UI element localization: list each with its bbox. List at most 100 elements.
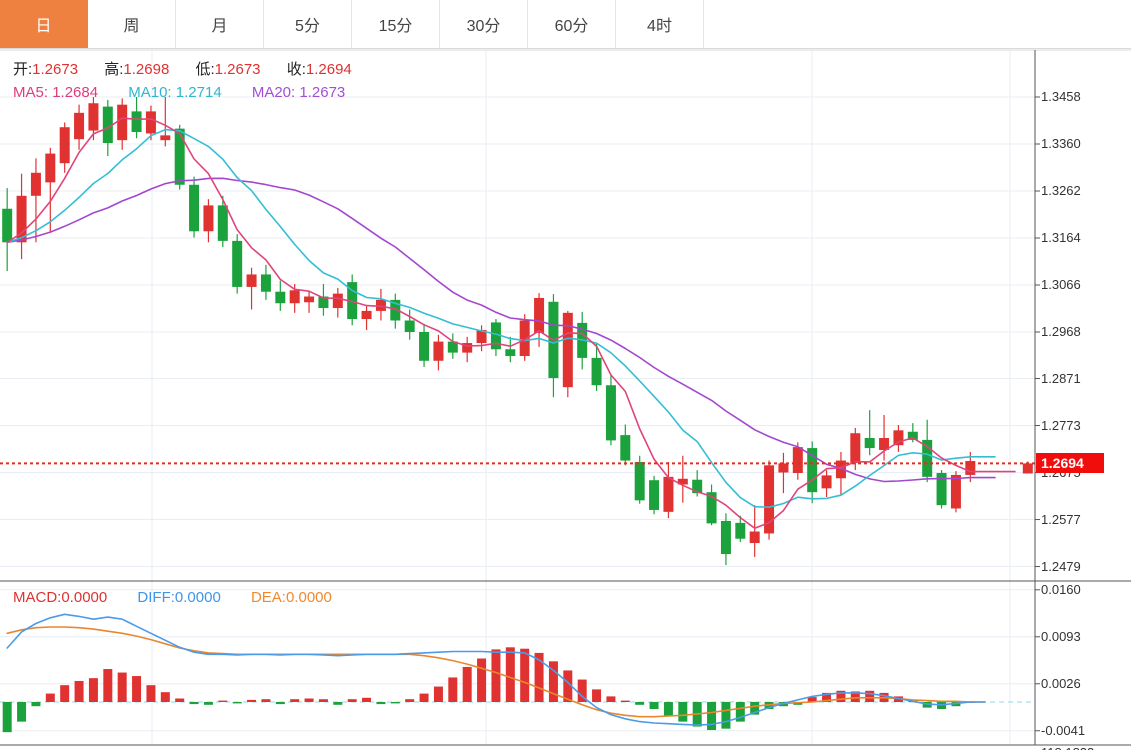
close-value: 1.2694 bbox=[305, 61, 352, 78]
candle-body bbox=[663, 476, 674, 512]
candle-body bbox=[634, 461, 645, 501]
low-label: 低: bbox=[195, 61, 215, 78]
candle-body bbox=[2, 208, 13, 243]
price-axis-label: 1.3262 bbox=[1041, 183, 1081, 198]
macd-axis-label: 0.0026 bbox=[1041, 675, 1081, 691]
macd-bar bbox=[290, 699, 300, 702]
ma5-label: MA5: bbox=[13, 84, 49, 101]
candle-body bbox=[203, 205, 214, 232]
candle-body bbox=[936, 473, 947, 506]
candle-body bbox=[519, 320, 530, 356]
tab-5min[interactable]: 5分 bbox=[264, 0, 352, 48]
ma10-label: MA10: bbox=[128, 84, 172, 101]
candle-body bbox=[720, 520, 731, 555]
tab-month[interactable]: 月 bbox=[176, 0, 264, 48]
price-axis-label: 1.2577 bbox=[1041, 511, 1081, 527]
candle-body bbox=[1022, 463, 1033, 474]
macd-bar bbox=[132, 676, 142, 702]
diff-label: DIFF: bbox=[137, 589, 175, 606]
price-axis-label: 1.3458 bbox=[1041, 89, 1081, 104]
candle-body bbox=[232, 240, 243, 287]
macd-bar bbox=[347, 699, 357, 702]
macd-bar bbox=[649, 702, 659, 710]
candle-body bbox=[850, 433, 861, 463]
candle-body bbox=[893, 430, 904, 446]
price-axis-label: 1.3164 bbox=[1041, 230, 1081, 245]
macd-bar bbox=[448, 677, 458, 702]
close-label: 收: bbox=[286, 61, 306, 78]
candle-body bbox=[74, 112, 85, 140]
diff-value: 0.0000 bbox=[174, 589, 221, 606]
candle-body bbox=[88, 103, 99, 131]
macd-bar bbox=[203, 702, 213, 705]
macd-bar bbox=[60, 685, 70, 702]
macd-bar bbox=[261, 699, 271, 702]
macd-axis-label: -0.0041 bbox=[1041, 722, 1086, 738]
candle-body bbox=[304, 296, 315, 303]
candle-body bbox=[131, 111, 142, 133]
ma5-line bbox=[6, 117, 1016, 530]
candle-body bbox=[102, 106, 113, 144]
macd-bar bbox=[663, 702, 673, 717]
tab-week[interactable]: 周 bbox=[88, 0, 176, 48]
macd-legend: MACD:0.0000 DIFF:0.0000 DEA:0.0000 bbox=[13, 589, 358, 606]
tab-30min[interactable]: 30分 bbox=[440, 0, 528, 48]
macd-bar bbox=[17, 702, 27, 722]
high-value: 1.2698 bbox=[123, 61, 170, 78]
candle-body bbox=[361, 310, 372, 320]
candle-body bbox=[117, 104, 128, 141]
macd-bar bbox=[577, 679, 587, 702]
macd-bar bbox=[865, 690, 875, 702]
candle-body bbox=[706, 492, 717, 524]
candle-body bbox=[950, 474, 961, 509]
macd-bar bbox=[390, 702, 400, 704]
candle-body bbox=[807, 448, 818, 493]
macd-bar bbox=[376, 702, 386, 705]
candle-body bbox=[620, 435, 631, 461]
macd-bar bbox=[304, 698, 314, 702]
tab-15min[interactable]: 15分 bbox=[352, 0, 440, 48]
candle-body bbox=[821, 475, 832, 489]
ma20-label: MA20: bbox=[251, 84, 296, 101]
macd-bar bbox=[419, 693, 429, 702]
ohlc-legend: 开:1.2673 高:1.2698 低:1.2673 收:1.2694 bbox=[13, 58, 374, 79]
candle-body bbox=[30, 172, 41, 196]
candle-body bbox=[591, 357, 602, 386]
ma5-value: 1.2684 bbox=[52, 84, 99, 101]
tab-60min[interactable]: 60分 bbox=[528, 0, 616, 48]
candle-body bbox=[145, 111, 156, 134]
price-axis-label: 1.3066 bbox=[1041, 277, 1081, 292]
price-axis-label: 1.2773 bbox=[1041, 417, 1081, 433]
candle-body bbox=[965, 461, 976, 475]
candle-body bbox=[505, 349, 516, 356]
macd-bar bbox=[750, 702, 760, 715]
macd-bar bbox=[822, 692, 832, 702]
macd-bar bbox=[31, 702, 41, 707]
candle-body bbox=[332, 293, 343, 309]
macd-bar bbox=[175, 698, 185, 702]
candle-body bbox=[749, 531, 760, 544]
price-axis-label: 1.2871 bbox=[1041, 370, 1081, 386]
macd-axis-label: 0.0160 bbox=[1041, 581, 1081, 597]
macd-bar bbox=[606, 696, 616, 702]
ma10-line bbox=[6, 128, 996, 509]
candle-body bbox=[649, 480, 660, 510]
macd-bar bbox=[505, 647, 515, 702]
macd-bar bbox=[232, 702, 242, 704]
candle-body bbox=[289, 290, 300, 304]
macd-bar bbox=[218, 700, 228, 702]
tab-day[interactable]: 日 bbox=[0, 0, 88, 48]
macd-bar bbox=[563, 670, 573, 702]
macd-bar bbox=[721, 702, 731, 729]
macd-bar bbox=[45, 693, 55, 702]
candle-body bbox=[605, 385, 616, 441]
tab-4hour[interactable]: 4时 bbox=[616, 0, 704, 48]
candle-body bbox=[792, 447, 803, 474]
open-value: 1.2673 bbox=[32, 61, 79, 78]
candle-body bbox=[764, 465, 775, 534]
dea-label: DEA: bbox=[250, 589, 286, 606]
candle-body bbox=[735, 522, 746, 539]
candle-body bbox=[778, 463, 789, 473]
